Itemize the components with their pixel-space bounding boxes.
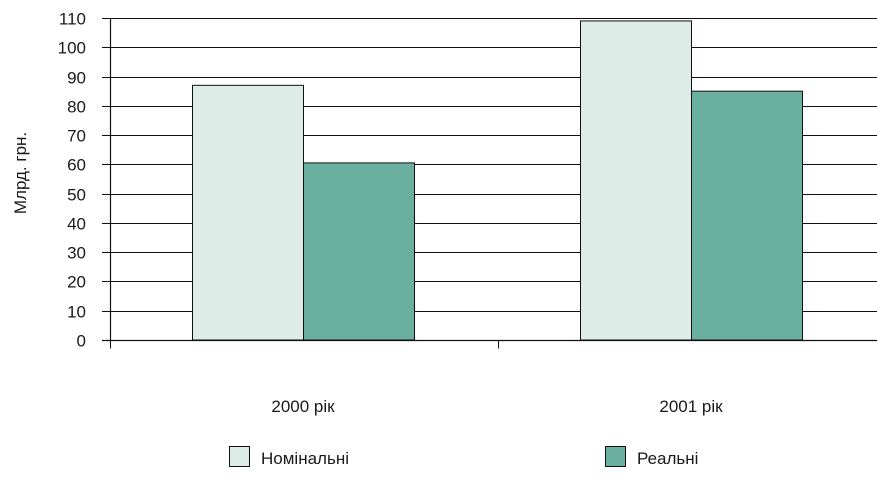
- x-tick-label: 2000 рік: [271, 397, 335, 416]
- y-axis-title: Млрд. грн.: [11, 132, 30, 214]
- legend-label-0: Номінальні: [261, 449, 349, 468]
- y-tick-labels: 0 10 20 30 40 50 60 70 80 90 100 110: [58, 10, 86, 351]
- legend: Номінальні Реальні: [229, 446, 698, 468]
- bars: [192, 20, 803, 341]
- y-tick-label: 10: [67, 303, 86, 322]
- legend-swatch-0: [229, 446, 250, 467]
- bar-0-1: [303, 162, 415, 341]
- x-tick-labels: 2000 рік 2001 рік: [271, 397, 723, 416]
- y-tick-label: 40: [67, 215, 86, 234]
- y-tick-label: 0: [77, 332, 86, 351]
- y-tick-label: 80: [67, 98, 86, 117]
- bar-1-1: [691, 90, 803, 341]
- bar-1-0: [580, 20, 692, 341]
- y-tick-label: 100: [58, 39, 86, 58]
- legend-label-1: Реальні: [637, 449, 698, 468]
- y-tick-label: 50: [67, 186, 86, 205]
- y-tick-label: 90: [67, 69, 86, 88]
- y-tick-label: 30: [67, 244, 86, 263]
- y-tick-label: 110: [59, 10, 86, 29]
- x-tick-label: 2001 рік: [659, 397, 723, 416]
- legend-swatch-1: [605, 446, 626, 467]
- y-tick-label: 60: [67, 156, 86, 175]
- bar-0-0: [192, 84, 304, 341]
- y-tick-label: 20: [67, 273, 86, 292]
- axes: [102, 18, 877, 349]
- y-tick-label: 70: [67, 127, 86, 146]
